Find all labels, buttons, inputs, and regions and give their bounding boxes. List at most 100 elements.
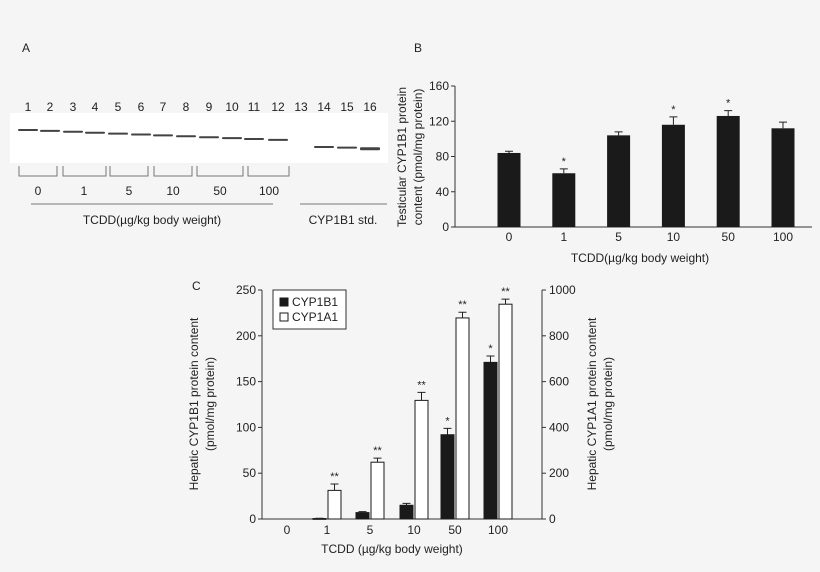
protein-band	[268, 138, 288, 141]
b-y-tick-label: 0	[442, 220, 449, 234]
b-significance-mark: *	[726, 98, 731, 110]
c-bar-cyp1a1	[455, 317, 470, 520]
c-error-bar	[486, 355, 495, 363]
b-y-tick-label: 80	[436, 150, 450, 164]
dose-bracket	[62, 166, 107, 177]
dose-group-label: 50	[213, 184, 227, 198]
lane-number: 8	[183, 100, 190, 114]
panel-b-chart: B 0 40 80 120 160 0 * 1 5 * 10 * 50 100 TCDD(µg/kg bo…	[395, 41, 812, 265]
lane-number: 9	[206, 100, 213, 114]
dose-group-label: 10	[166, 184, 180, 198]
lane-number: 15	[340, 100, 354, 114]
protein-band	[153, 134, 173, 137]
protein-band	[40, 129, 60, 132]
panel-c-label: C	[192, 279, 201, 293]
c-right-y-tick-label: 200	[549, 466, 569, 480]
protein-band	[108, 132, 128, 135]
b-y-tick-label: 160	[429, 79, 449, 93]
b-bar	[607, 135, 631, 227]
b-x-tick-label: 50	[722, 230, 736, 244]
protein-band	[199, 136, 219, 139]
c-x-tick-label: 1	[324, 523, 331, 537]
lane-number: 6	[138, 100, 145, 114]
b-error-bar	[724, 110, 733, 116]
c-legend: CYP1B1 CYP1A1	[272, 289, 347, 330]
protein-band	[244, 138, 264, 140]
c-bar-cyp1a1	[327, 489, 342, 520]
b-error-bar	[505, 150, 513, 153]
dose-bracket	[18, 166, 58, 177]
lane-number: 5	[115, 100, 122, 114]
c-right-y-axis-label-line1: Hepatic CYP1A1 protein content	[585, 317, 599, 490]
b-significance-mark: *	[671, 104, 676, 116]
c-bar-cyp1a1	[414, 399, 429, 520]
c-left-y-axis-label-line2: (pmol/mg protein)	[203, 357, 217, 451]
c-significance-mark: **	[458, 299, 467, 311]
protein-band	[222, 137, 242, 140]
c-x-tick-label: 5	[367, 523, 374, 537]
b-bar	[497, 152, 521, 227]
b-bar	[661, 124, 685, 227]
legend-box	[272, 289, 347, 330]
c-x-tick-label: 100	[488, 523, 508, 537]
c-significance-mark: **	[330, 471, 339, 483]
c-error-bar	[458, 311, 467, 318]
protein-band	[18, 129, 38, 131]
c-error-bar	[501, 298, 510, 305]
b-y-axis-label-line2: content (pmol/mg protein)	[411, 89, 425, 226]
c-left-y-axis-label-line1: Hepatic CYP1B1 protein content	[187, 317, 201, 490]
c-right-y-tick-label: 1000	[549, 283, 576, 297]
b-y-axis-label-line1: Testicular CYP1B1 protein	[395, 87, 409, 227]
protein-band	[63, 130, 83, 133]
protein-band	[337, 146, 357, 149]
lane-number: 10	[225, 100, 239, 114]
c-right-y-tick-label: 800	[549, 329, 569, 343]
c-x-tick-label: 50	[448, 523, 462, 537]
b-x-tick-label: 100	[773, 230, 793, 244]
c-significance-mark: *	[488, 343, 493, 355]
lane-number: 13	[294, 100, 308, 114]
b-x-axis-label: TCDD(µg/kg body weight)	[571, 251, 709, 265]
b-bar	[716, 115, 740, 227]
b-error-bar	[779, 121, 787, 129]
c-error-bar	[417, 391, 426, 401]
c-significance-mark: **	[373, 445, 382, 457]
dose-group-label: 5	[126, 184, 133, 198]
c-error-bar	[330, 483, 339, 491]
dose-bracket	[247, 166, 290, 177]
c-error-bar	[443, 427, 452, 435]
b-x-tick-label: 0	[506, 230, 513, 244]
b-error-bar	[559, 168, 568, 174]
legend-swatch-cyp1a1	[279, 312, 289, 322]
c-error-bar	[373, 457, 382, 463]
c-error-bar	[358, 511, 367, 513]
dose-bracket	[109, 166, 149, 177]
dose-group-label: 0	[35, 184, 42, 198]
standard-label: CYP1B1 std.	[309, 213, 378, 227]
c-significance-mark: **	[417, 379, 426, 391]
panel-a-label: A	[22, 41, 30, 55]
c-left-y-tick-label: 50	[243, 466, 257, 480]
panel-b-label: B	[414, 41, 422, 55]
legend-label-cyp1b1: CYP1B1	[292, 295, 338, 309]
c-left-y-tick-label: 200	[236, 329, 256, 343]
b-error-bar	[614, 131, 623, 136]
b-error-bar	[669, 116, 678, 125]
lane-number: 2	[47, 100, 54, 114]
c-bar-cyp1b1	[399, 504, 414, 520]
c-bar-cyp1a1	[370, 461, 385, 520]
dose-group-label: 100	[259, 184, 279, 198]
lane-number: 12	[271, 100, 285, 114]
c-left-y-tick-label: 250	[236, 283, 256, 297]
lane-number: 16	[363, 100, 377, 114]
b-x-tick-label: 10	[667, 230, 681, 244]
c-error-bar	[402, 502, 411, 506]
b-bar	[552, 173, 576, 227]
b-x-tick-label: 5	[615, 230, 622, 244]
c-bar-cyp1b1	[483, 361, 498, 520]
protein-band	[314, 146, 334, 148]
dose-bracket	[196, 166, 244, 177]
c-left-y-tick-label: 100	[236, 420, 256, 434]
c-left-y-tick-label: 150	[236, 375, 256, 389]
panel-a-western-blot: A 1 2 3 4 5 6 7 8 9 10 11 12 13 14 15 16 0 1 5 10 50 100 TCD…	[10, 41, 388, 227]
